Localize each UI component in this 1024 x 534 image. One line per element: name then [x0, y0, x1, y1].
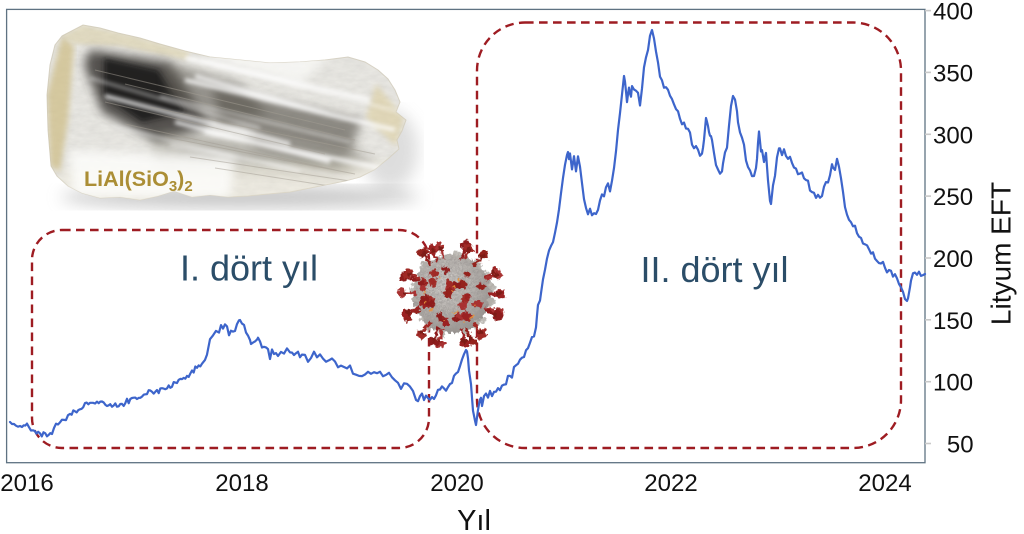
svg-text:2022: 2022	[644, 470, 697, 497]
svg-text:2016: 2016	[0, 470, 53, 497]
svg-text:50: 50	[947, 432, 974, 459]
svg-text:Yıl: Yıl	[457, 505, 491, 534]
svg-text:350: 350	[933, 60, 973, 87]
svg-text:100: 100	[933, 370, 973, 397]
svg-text:300: 300	[933, 122, 973, 149]
svg-text:250: 250	[933, 184, 973, 211]
svg-text:2024: 2024	[858, 470, 911, 497]
svg-text:Lityum EFT: Lityum EFT	[986, 182, 1017, 325]
svg-text:200: 200	[933, 246, 973, 273]
svg-text:2020: 2020	[430, 470, 483, 497]
svg-text:II. dört yıl: II. dört yıl	[640, 249, 788, 290]
svg-text:I. dört yıl: I. dört yıl	[180, 248, 318, 289]
svg-text:LiAl(SiO3)2: LiAl(SiO3)2	[84, 167, 193, 195]
svg-text:400: 400	[933, 0, 973, 26]
svg-text:2018: 2018	[215, 470, 268, 497]
svg-text:150: 150	[933, 308, 973, 335]
